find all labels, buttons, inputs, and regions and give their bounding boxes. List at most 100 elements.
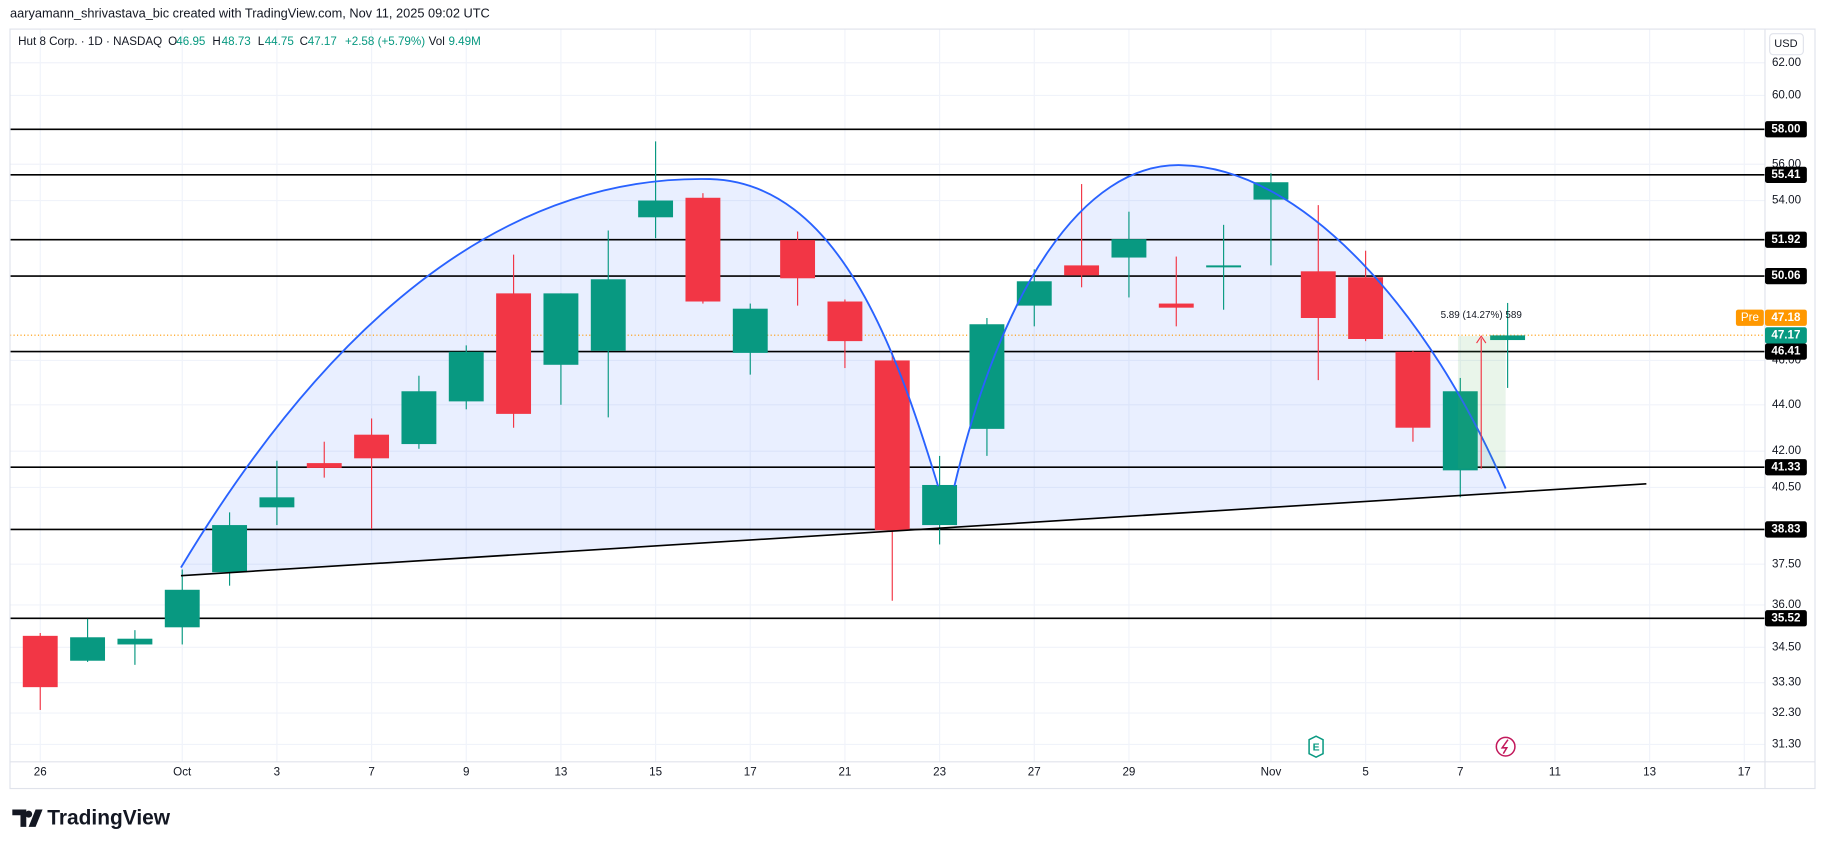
candle-body (922, 484, 958, 526)
cup-fill (180, 178, 939, 576)
candle-body (1490, 335, 1526, 341)
x-tick-label: 3 (274, 765, 280, 778)
level-tag (1764, 521, 1807, 538)
candle-body (306, 463, 342, 468)
level-label: 38.83 (1771, 523, 1801, 536)
change: +2.58 (+5.79%) (345, 35, 425, 48)
y-tick-label: 54.00 (1772, 194, 1802, 207)
candle-body (1064, 265, 1100, 276)
y-tick-label: 36.00 (1772, 598, 1802, 611)
level-label: 51.92 (1771, 233, 1800, 246)
ohlc-value: 46.95 (176, 35, 205, 48)
brand[interactable]: TradingView (47, 806, 171, 829)
y-tick-label: 60.00 (1772, 89, 1802, 102)
x-tick-label: Oct (173, 765, 192, 778)
y-tick-label: 42.00 (1772, 444, 1802, 457)
ohlc-value: 48.73 (222, 35, 251, 48)
x-tick-label: 21 (838, 765, 851, 778)
candle-body (448, 351, 484, 402)
level-label: 46.41 (1771, 345, 1801, 358)
candle-body (1442, 391, 1478, 471)
volume-key: Vol (429, 35, 445, 48)
axes: 31.30 32.30 33.30 34.50 36.00 37.50 40.50 42.00… (34, 56, 1807, 778)
currency[interactable]: USD (1774, 38, 1797, 50)
y-tick-label: 31.30 (1772, 737, 1802, 750)
candle-body (496, 293, 532, 414)
x-tick-label: 17 (744, 765, 757, 778)
level-tag (1764, 459, 1807, 476)
x-tick-label: 13 (554, 765, 567, 778)
earnings-label[interactable]: E (1313, 743, 1320, 754)
y-tick-label: 62.00 (1772, 56, 1802, 69)
candle-body (22, 635, 58, 688)
x-tick-label: 11 (1549, 765, 1561, 778)
candle-body (590, 279, 626, 351)
candle-body (70, 637, 106, 661)
y-tick-label: 44.00 (1772, 398, 1802, 411)
candle-body (1300, 271, 1336, 318)
ohlc-key: C (300, 35, 308, 48)
level-label: 58.00 (1771, 122, 1800, 135)
candle-body (1158, 303, 1194, 308)
ohlc-key: H (212, 35, 220, 48)
currency-box[interactable] (1769, 33, 1804, 56)
measure-arrowhead (1476, 335, 1487, 344)
candle-body (543, 293, 579, 365)
dividend-icon[interactable] (1495, 736, 1516, 757)
y-tick-label: 40.50 (1772, 481, 1802, 494)
candle-body (354, 434, 390, 459)
ohlc-key: O (168, 35, 177, 48)
ohlc-value: 44.75 (265, 35, 294, 48)
x-tick-label: 15 (649, 765, 662, 778)
level-label: 35.52 (1771, 611, 1800, 624)
last-price-label: 47.17 (1771, 328, 1800, 341)
pre-market-badge-label: Pre (1741, 311, 1759, 324)
candle-body (117, 638, 153, 645)
levels (10, 128, 1765, 620)
candle-body (732, 308, 768, 353)
level-tag (1764, 231, 1807, 248)
candle-body (638, 200, 674, 218)
candle-body (874, 360, 910, 531)
y-tick-label: 33.30 (1772, 676, 1802, 689)
x-tick-label: 26 (34, 765, 47, 778)
earnings-icon[interactable] (1308, 735, 1324, 758)
volume: 9.49M (448, 35, 480, 48)
y-tick-label: 32.30 (1772, 706, 1802, 719)
level-label: 55.41 (1771, 168, 1801, 181)
candle-body (1206, 265, 1242, 268)
level-tag (1764, 166, 1807, 183)
cup-fill (954, 165, 1506, 527)
x-tick-label: 29 (1122, 765, 1135, 778)
x-tick-label: Nov (1261, 765, 1282, 778)
candle-body (1395, 351, 1431, 428)
brand-logo[interactable] (12, 809, 43, 827)
chart-frame (9, 28, 1816, 790)
cup-arc (953, 164, 1507, 489)
level-label: 41.33 (1771, 460, 1801, 473)
candle-body (685, 197, 721, 302)
last-price-tag (1764, 327, 1807, 344)
pre-market-badge (1735, 309, 1764, 326)
x-tick-label: 7 (1457, 765, 1463, 778)
pre-market-value: 47.18 (1771, 311, 1801, 324)
measure-label: 5.89 (14.27%) 589 (1441, 310, 1523, 321)
ohlc-key: L (258, 35, 265, 48)
pre-market-tag (1764, 309, 1807, 326)
level-tag (1764, 343, 1807, 360)
x-tick-label: 9 (463, 765, 469, 778)
ohlc-value: 47.17 (308, 35, 337, 48)
candle-body (827, 301, 863, 342)
symbol[interactable]: Hut 8 Corp. · 1D · NASDAQ (18, 35, 162, 48)
level-tag (1764, 610, 1807, 627)
candle-body (164, 589, 200, 628)
candle-body (401, 391, 437, 445)
attribution: aaryamann_shrivastava_bic created with T… (10, 5, 490, 20)
candle-body (212, 525, 248, 573)
candle-body (780, 240, 816, 279)
x-tick-label: 27 (1028, 765, 1041, 778)
candle-body (1111, 239, 1147, 258)
